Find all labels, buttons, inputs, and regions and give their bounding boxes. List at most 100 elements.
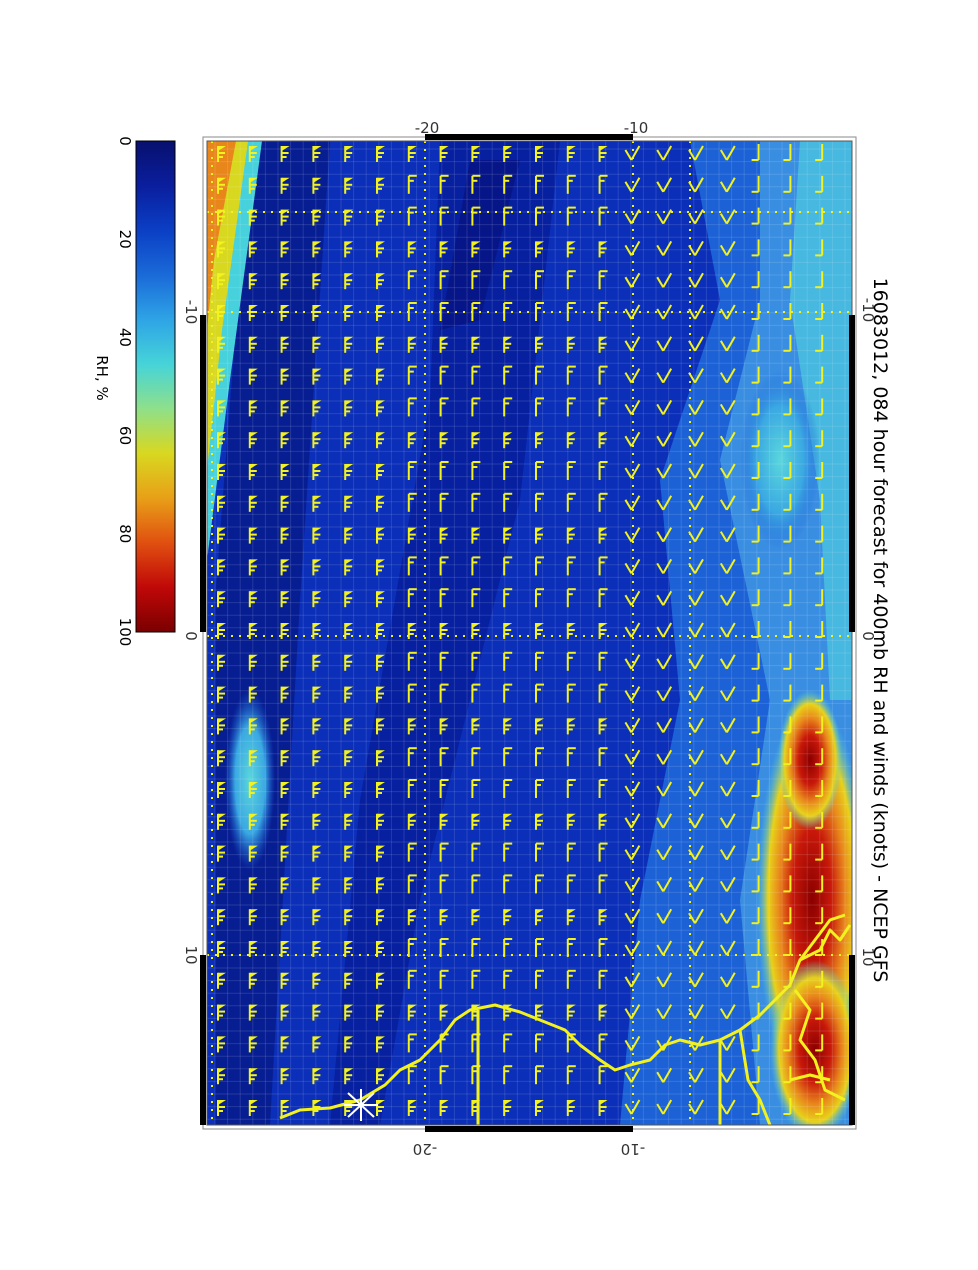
station-marker xyxy=(344,1089,378,1121)
wind-barb xyxy=(248,591,258,608)
wind-barb xyxy=(566,718,576,735)
wind-barb xyxy=(566,747,576,767)
wind-barb xyxy=(656,431,673,447)
wind-barb xyxy=(688,145,704,161)
wind-barb xyxy=(566,1065,576,1085)
wind-barb xyxy=(598,492,608,512)
wind-barb xyxy=(503,527,513,544)
left-lat-label-2: 0 xyxy=(182,631,200,641)
wind-barb xyxy=(566,556,576,576)
wind-barb xyxy=(439,651,449,671)
wind-barb xyxy=(217,1100,226,1116)
wind-barb xyxy=(751,939,760,956)
wind-barb xyxy=(624,813,641,829)
wind-barb xyxy=(503,146,513,162)
wind-barb xyxy=(280,782,290,798)
wind-barb xyxy=(407,1004,417,1021)
wind-barb xyxy=(312,336,322,353)
wind-barb xyxy=(598,651,608,671)
wind-barb xyxy=(503,397,513,417)
coast-detail-2 xyxy=(799,924,852,962)
wind-barb xyxy=(376,909,385,926)
wind-barb xyxy=(376,495,385,512)
map-inner-frame xyxy=(206,140,853,1126)
wind-barb xyxy=(344,146,354,162)
wind-barb xyxy=(439,623,449,639)
wind-barb xyxy=(566,969,576,989)
wind-barb xyxy=(566,779,576,798)
wind-barb xyxy=(312,591,322,608)
wind-barb xyxy=(344,1004,354,1021)
wind-barb xyxy=(598,146,608,162)
wind-barb xyxy=(598,1065,608,1085)
wind-barb xyxy=(344,750,354,767)
wind-barb xyxy=(344,464,354,480)
wind-barb xyxy=(217,241,226,258)
wind-barb xyxy=(248,305,258,321)
wind-barb xyxy=(688,368,704,384)
wind-barb xyxy=(688,1067,704,1083)
wind-barb xyxy=(624,368,641,384)
wind-barb xyxy=(783,557,792,575)
wind-barb xyxy=(312,718,322,735)
wind-barb xyxy=(656,240,673,256)
wind-barb xyxy=(566,146,576,162)
wind-barb xyxy=(312,1036,322,1053)
wind-barb xyxy=(656,781,673,797)
wind-barb xyxy=(503,492,513,512)
wind-barb xyxy=(688,463,704,479)
wind-barb xyxy=(535,1033,544,1053)
wind-barb xyxy=(566,813,576,830)
wind-barb xyxy=(566,874,576,894)
wind-barb xyxy=(217,1004,226,1021)
wind-barb xyxy=(598,683,608,703)
wind-barb xyxy=(344,654,354,671)
wind-barb xyxy=(248,559,258,576)
wind-barb xyxy=(503,432,513,449)
wind-barb xyxy=(280,941,290,957)
wind-barb xyxy=(535,938,544,957)
wind-barb xyxy=(566,623,576,639)
wind-barb xyxy=(312,209,322,226)
wind-barb xyxy=(624,749,641,765)
wind-barb xyxy=(535,1065,544,1085)
wind-barb xyxy=(376,368,385,385)
wind-barb xyxy=(407,588,417,608)
wind-barb xyxy=(719,272,736,288)
wind-barb xyxy=(471,432,481,449)
wind-barb xyxy=(471,909,481,926)
map-panel xyxy=(200,134,857,1132)
wind-barb xyxy=(217,972,226,989)
wind-barb xyxy=(376,1036,385,1053)
colorbar-tick-label: 0 xyxy=(116,136,134,146)
wind-barb xyxy=(376,813,385,830)
wind-barb xyxy=(376,877,385,894)
wind-barb xyxy=(344,941,354,957)
wind-barb xyxy=(624,145,641,161)
wind-barb xyxy=(815,334,824,352)
wind-barb xyxy=(439,365,449,385)
wind-barb xyxy=(439,969,449,989)
colorbar: 0 20 40 60 80 100 RH, % xyxy=(93,136,176,646)
wind-barb xyxy=(280,1004,290,1021)
wind-barb xyxy=(656,622,673,638)
wind-barb xyxy=(376,305,385,321)
wind-barb xyxy=(783,1002,792,1020)
wind-barb xyxy=(439,588,449,608)
left-lat-label-3: 10 xyxy=(182,945,200,964)
wind-barb xyxy=(688,654,704,670)
wind-barb xyxy=(783,684,792,702)
wind-barb xyxy=(535,683,544,703)
wind-barb xyxy=(503,206,513,226)
wind-barb xyxy=(751,334,760,352)
wind-barb xyxy=(815,144,824,161)
wind-barb xyxy=(471,461,481,480)
wind-barb xyxy=(566,909,576,926)
wind-barb xyxy=(376,623,385,639)
wind-barb xyxy=(688,336,704,352)
wind-barb xyxy=(217,559,226,576)
wind-barb xyxy=(407,1100,417,1116)
wind-barb xyxy=(719,1099,736,1115)
wind-barb xyxy=(535,461,544,480)
bottom-lon-label-1: -20 xyxy=(413,1140,438,1158)
